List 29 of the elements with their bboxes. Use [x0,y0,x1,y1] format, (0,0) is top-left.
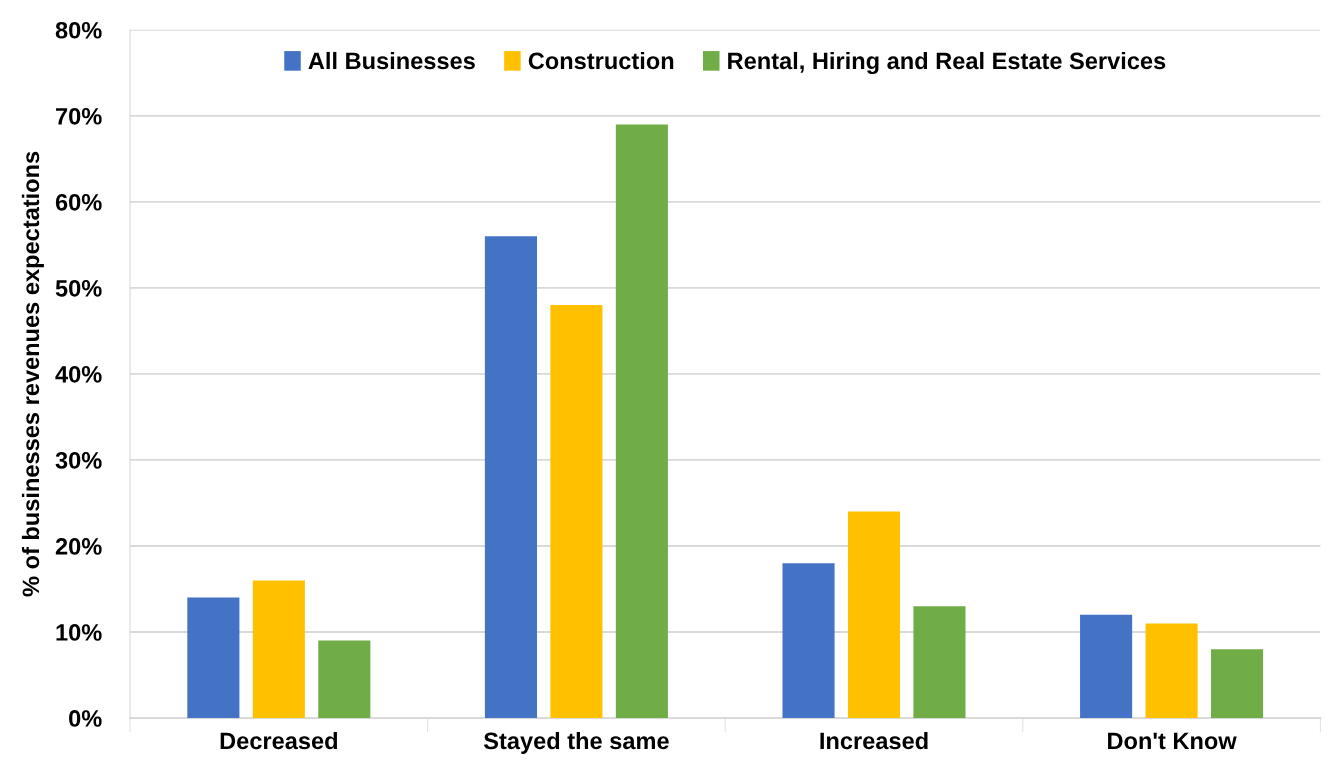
bar [1080,614,1133,719]
x-tick-label: Increased [820,731,928,750]
bar [187,597,240,719]
y-axis-title: % of businesses revenues expectations [21,151,44,597]
bar [318,640,371,719]
bar [615,124,668,719]
y-tick-label: 40% [55,366,102,383]
bar [1211,649,1264,719]
y-tick-label: 60% [55,193,102,211]
x-tick-label: Don't Know [1108,732,1237,750]
bar [847,511,901,719]
x-tick-label: Stayed the same [483,731,669,754]
legend-label: All Businesses [308,51,475,70]
y-tick-label: 80% [55,21,102,39]
bar [484,236,537,719]
bar [913,606,966,719]
y-tick-label: 50% [55,279,102,297]
y-tick-label: 10% [56,624,102,641]
y-tick-label: 0% [69,710,102,727]
x-tick-label: Decreased [220,731,338,750]
y-tick-label: 20% [55,538,102,555]
bar [252,580,305,719]
bar [1145,623,1198,719]
bar [782,563,835,719]
y-tick-label: 30% [55,452,102,469]
y-tick-label: 70% [56,107,102,125]
legend-label: Rental, Hiring and Real Estate Services [728,51,1166,75]
legend-label: Construction [528,51,674,70]
bar [550,305,603,719]
